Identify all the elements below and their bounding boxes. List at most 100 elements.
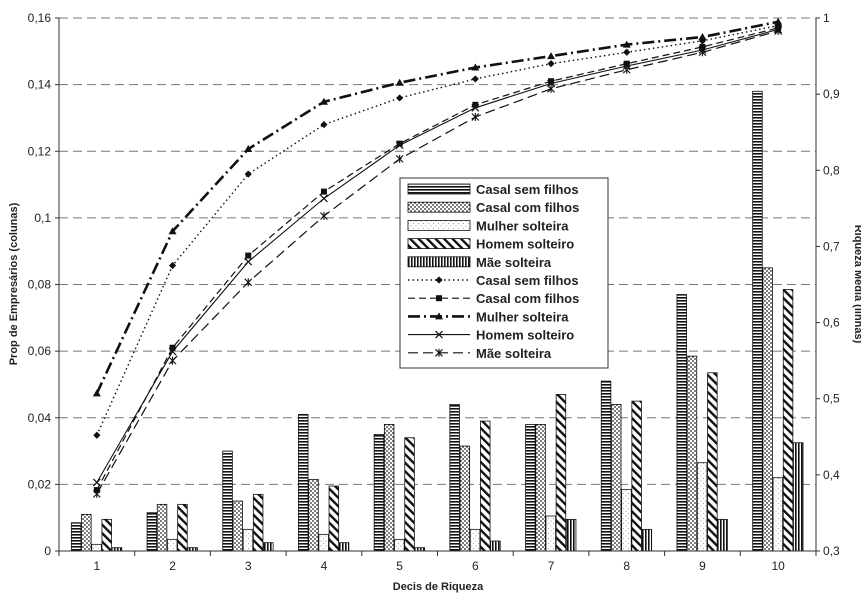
line-2	[96, 27, 779, 491]
point-1-8	[623, 48, 631, 56]
y2-tick-label: 0,7	[823, 239, 840, 253]
point-4-4	[320, 194, 328, 203]
bar-4-3	[252, 493, 264, 552]
point-4-6	[471, 103, 480, 112]
line-series	[92, 17, 783, 498]
y2-tick-label: 1	[823, 11, 830, 25]
x-tick-label: 6	[472, 559, 479, 573]
bar-4-4	[328, 485, 340, 552]
bar-3-4	[318, 533, 329, 552]
y-tick-label: 0,14	[28, 78, 52, 92]
y2-tick-label: 0,3	[823, 544, 840, 558]
bar-1-4	[298, 414, 309, 552]
bar-4-7	[555, 394, 567, 552]
bar-5-4	[338, 542, 350, 552]
x-tick-label: 9	[699, 559, 706, 573]
point-5-8	[622, 65, 631, 74]
bar-5-6	[490, 540, 501, 552]
bar-4-10	[782, 289, 794, 552]
bar-2-5	[383, 424, 395, 552]
bar-2-7	[535, 424, 546, 552]
legend-label: Homem solteiro	[476, 237, 574, 252]
bar-1-8	[600, 380, 612, 552]
point-2-9	[699, 43, 706, 50]
point-2-4	[320, 188, 327, 195]
bar-5-3	[263, 542, 274, 552]
bar-3-2	[167, 538, 178, 552]
bar-4-8	[631, 400, 642, 552]
line-3	[95, 20, 779, 394]
point-2-6	[472, 101, 479, 108]
legend-label: Mulher solteira	[476, 309, 569, 324]
legend-swatch	[407, 183, 471, 195]
bar-3-9	[696, 462, 708, 552]
point-3-3	[244, 144, 253, 152]
point-1-7	[547, 60, 555, 68]
legend-label: Mulher solteira	[476, 218, 569, 233]
point-5-9	[698, 48, 707, 57]
point-5-6	[471, 112, 480, 121]
bar-5-8	[641, 528, 653, 552]
point-5-3	[244, 278, 253, 287]
bar-1-6	[449, 404, 460, 552]
y-axis-title: Prop de Empresários (colunas)	[8, 202, 20, 365]
legend-swatch	[407, 219, 471, 231]
legend-marker	[435, 348, 443, 357]
point-5-7	[547, 84, 555, 93]
bar-3-6	[469, 528, 481, 552]
bar-2-10	[762, 267, 773, 552]
x-tick-label: 5	[396, 559, 403, 573]
bar-2-1	[81, 513, 92, 552]
y-tick-label: 0	[44, 544, 51, 558]
legend-swatch	[407, 201, 471, 213]
bar-2-3	[232, 500, 243, 552]
point-1-4	[320, 121, 328, 129]
legend-marker	[436, 295, 442, 302]
y-tick-label: 0,1	[34, 211, 51, 225]
point-1-5	[396, 94, 404, 102]
point-3-9	[698, 33, 707, 41]
y2-axis-title: Riqueza Média (linhas)	[852, 225, 861, 344]
bar-3-7	[545, 515, 556, 552]
y2-tick-label: 0,6	[823, 316, 840, 330]
line-4	[96, 28, 779, 483]
point-5-1	[92, 489, 101, 498]
legend-swatch	[407, 256, 471, 268]
point-3-7	[547, 52, 556, 60]
bar-2-2	[156, 503, 168, 552]
legend-label: Casal com filhos	[476, 200, 579, 215]
legend-marker	[435, 312, 443, 320]
point-2-7	[548, 78, 555, 85]
point-1-2	[168, 261, 177, 270]
bar-5-7	[565, 518, 577, 552]
bar-1-5	[373, 434, 385, 552]
point-4-3	[244, 257, 253, 266]
y-tick-label: 0,12	[28, 144, 52, 158]
legend-label: Mãe solteira	[476, 255, 552, 270]
bar-3-10	[772, 477, 784, 552]
point-3-5	[395, 78, 404, 86]
bar-1-9	[676, 294, 687, 552]
point-4-5	[395, 141, 404, 150]
legend-marker	[435, 276, 443, 284]
point-5-5	[395, 154, 404, 163]
bar-4-2	[177, 503, 188, 552]
point-3-8	[622, 40, 631, 48]
bar-4-5	[404, 437, 415, 552]
bar-2-8	[611, 404, 622, 552]
bar-3-5	[394, 538, 405, 552]
y2-tick-label: 0,4	[823, 468, 840, 482]
bar-1-1	[70, 522, 82, 552]
bar-2-4	[308, 478, 319, 552]
legend: Casal sem filhos Casal com filhos Mulher s…	[399, 177, 609, 369]
legend-swatch	[407, 238, 471, 250]
point-2-5	[396, 140, 403, 147]
legend-marker	[435, 330, 443, 339]
bar-5-9	[717, 518, 728, 552]
bar-1-2	[146, 512, 158, 552]
x-tick-label: 8	[623, 559, 630, 573]
point-1-6	[471, 75, 479, 83]
point-2-2	[169, 344, 176, 351]
bar-1-3	[222, 450, 233, 552]
